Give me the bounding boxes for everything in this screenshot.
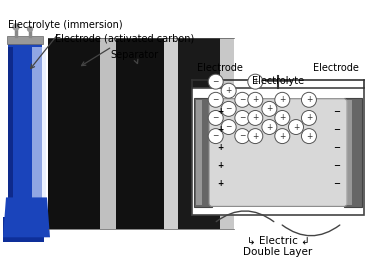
Text: +: + (279, 132, 286, 141)
Text: Electrode (activated carbon): Electrode (activated carbon) (55, 34, 194, 66)
Circle shape (302, 92, 316, 107)
Circle shape (208, 74, 223, 89)
Text: +: + (252, 113, 259, 122)
Polygon shape (8, 42, 42, 227)
Circle shape (275, 92, 290, 107)
Circle shape (235, 92, 250, 107)
Text: +: + (252, 132, 259, 141)
Text: +: + (217, 143, 223, 152)
Text: Electrolyte: Electrolyte (252, 76, 304, 86)
Text: Electrolyte (immersion): Electrolyte (immersion) (8, 20, 122, 69)
Bar (196, 100, 202, 205)
Circle shape (248, 129, 263, 144)
Text: +: + (306, 95, 312, 104)
Circle shape (248, 74, 263, 89)
Text: Electrode: Electrode (313, 63, 359, 73)
Text: −: − (333, 107, 340, 116)
Text: Separator: Separator (110, 50, 158, 63)
Text: +: + (217, 125, 223, 134)
Polygon shape (3, 217, 44, 242)
Text: +: + (217, 161, 223, 170)
Circle shape (27, 27, 33, 31)
Text: −: − (225, 104, 232, 113)
Text: −: − (333, 125, 340, 134)
Text: −: − (239, 113, 246, 122)
Text: +: + (266, 122, 273, 132)
Text: −: − (212, 113, 219, 122)
Text: +: + (217, 107, 223, 116)
Circle shape (248, 92, 263, 107)
Text: −: − (333, 143, 340, 152)
Text: Electrode: Electrode (197, 63, 243, 73)
Text: −: − (239, 132, 246, 141)
Circle shape (208, 110, 223, 125)
Circle shape (248, 110, 263, 125)
Text: +: + (217, 179, 223, 188)
Polygon shape (178, 38, 220, 229)
Circle shape (302, 110, 316, 125)
Circle shape (275, 110, 290, 125)
Text: −: − (239, 95, 246, 104)
Polygon shape (48, 38, 100, 229)
Bar (344, 98, 362, 207)
Text: −: − (225, 122, 232, 132)
Text: −: − (333, 161, 340, 170)
Text: +: + (306, 132, 312, 141)
Text: +: + (252, 95, 259, 104)
Text: −: − (212, 77, 219, 86)
Circle shape (221, 120, 236, 134)
Circle shape (13, 24, 19, 30)
Bar (192, 88, 364, 215)
Text: ↳ Electric ↲: ↳ Electric ↲ (246, 235, 309, 245)
Circle shape (221, 101, 236, 116)
Polygon shape (8, 47, 13, 222)
Bar (194, 98, 212, 207)
Text: +: + (279, 113, 286, 122)
Text: +: + (266, 104, 273, 113)
Circle shape (262, 101, 277, 116)
Circle shape (289, 120, 303, 134)
Polygon shape (100, 38, 116, 229)
Polygon shape (7, 36, 43, 44)
Polygon shape (116, 38, 164, 229)
Polygon shape (220, 38, 234, 229)
Text: −: − (212, 132, 219, 141)
Text: Double Layer: Double Layer (243, 247, 313, 257)
Text: +: + (293, 122, 299, 132)
Circle shape (235, 110, 250, 125)
Circle shape (262, 120, 277, 134)
Text: +: + (279, 95, 286, 104)
Text: −: − (212, 95, 219, 104)
Circle shape (208, 92, 223, 107)
Text: +: + (225, 86, 232, 95)
Circle shape (302, 129, 316, 144)
Circle shape (235, 129, 250, 144)
Polygon shape (164, 38, 178, 229)
FancyBboxPatch shape (209, 99, 347, 206)
Text: −: − (333, 179, 340, 188)
Text: +: + (306, 113, 312, 122)
Polygon shape (32, 47, 46, 222)
Circle shape (221, 83, 236, 98)
Bar (346, 100, 352, 205)
Circle shape (208, 129, 223, 144)
Circle shape (275, 129, 290, 144)
Polygon shape (3, 197, 50, 237)
Text: +: + (252, 77, 259, 86)
